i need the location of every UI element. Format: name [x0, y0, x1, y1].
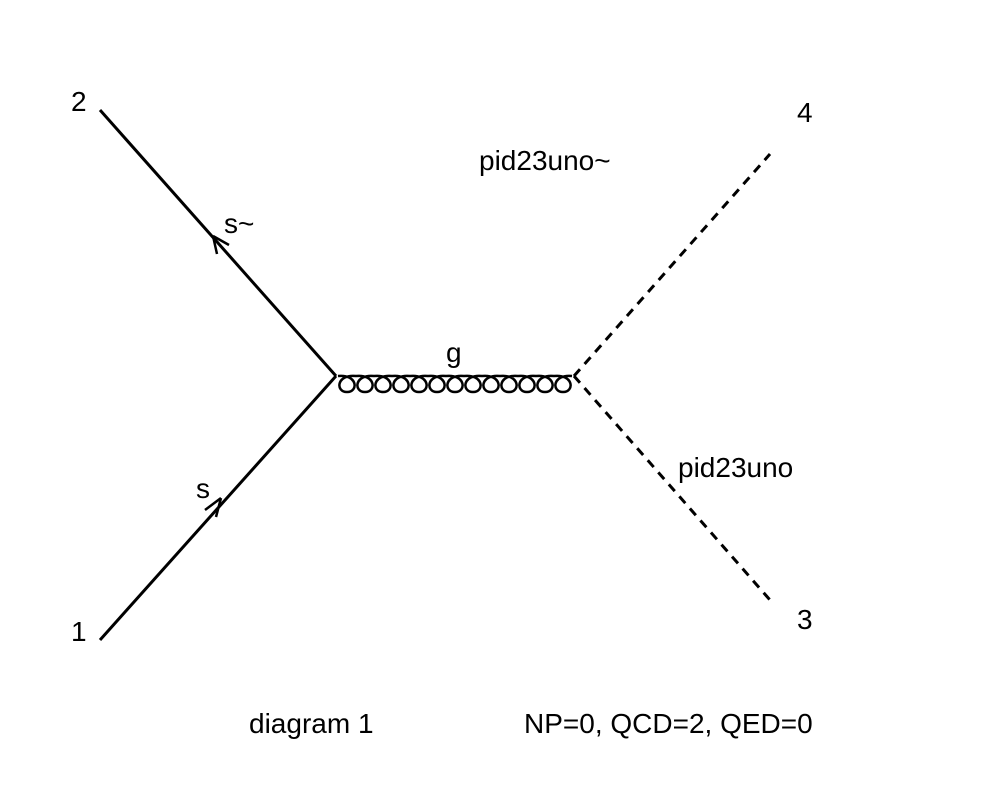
gluon-propagator [337, 374, 573, 394]
particle-label-s-tilde: s~ [224, 208, 254, 239]
scalar-line-pid23uno [572, 375, 772, 601]
antiquark-arrow-icon [211, 234, 230, 255]
scalar-line-pid23uno-tilde [572, 153, 772, 377]
antiquark-line-s-tilde [98, 109, 338, 377]
leg-label-3: 3 [797, 604, 813, 635]
quark-arrow-icon [204, 497, 223, 518]
diagram-caption: diagram 1 [249, 708, 374, 739]
particle-label-pid23uno-tilde: pid23uno~ [479, 145, 611, 176]
particle-label-s: s [196, 473, 210, 504]
coupling-orders: NP=0, QCD=2, QED=0 [524, 708, 813, 739]
leg-label-4: 4 [797, 97, 813, 128]
leg-label-2: 2 [71, 86, 87, 117]
particle-label-g: g [446, 337, 462, 368]
leg-label-1: 1 [71, 616, 87, 647]
particle-label-pid23uno: pid23uno [678, 452, 793, 483]
